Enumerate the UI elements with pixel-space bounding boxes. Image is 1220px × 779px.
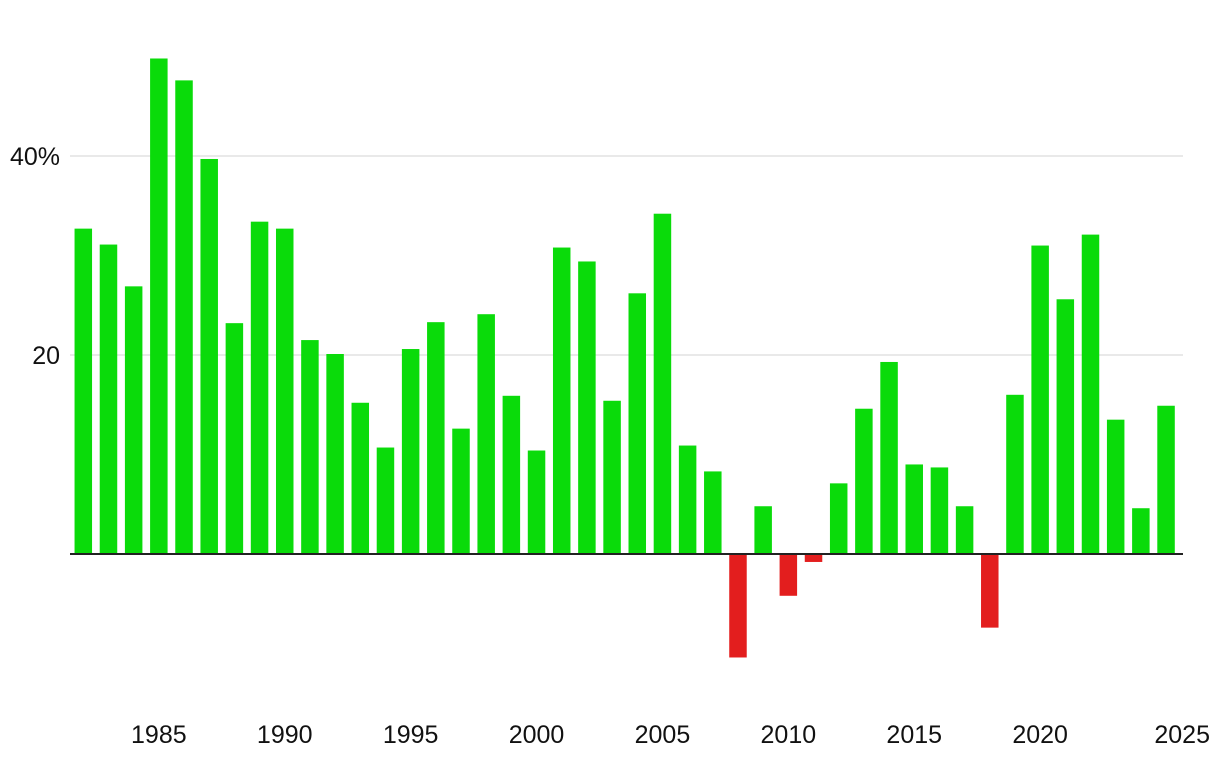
y-tick-label: 20 (32, 342, 60, 370)
bar-1997 (452, 428, 470, 554)
x-tick-label: 2015 (886, 721, 942, 749)
x-tick-label: 2025 (1154, 721, 1210, 749)
bar-2002 (578, 261, 596, 554)
bar-1986 (175, 80, 193, 554)
x-tick-label: 1995 (383, 721, 439, 749)
bar-2023 (1106, 419, 1125, 554)
x-axis-labels: 1985 1990 1995 2000 2005 2010 2015 2020 2025 (131, 721, 1210, 749)
x-tick-label: 2000 (509, 721, 565, 749)
bar-2012 (829, 483, 848, 554)
bar-1988 (225, 323, 244, 554)
bar-2021 (1056, 299, 1075, 554)
bar-2000 (527, 450, 546, 554)
bar-2006 (678, 445, 697, 554)
bar-2018 (981, 554, 999, 628)
bar-2008 (729, 554, 747, 658)
bar-1987 (200, 158, 218, 555)
bar-2010 (779, 554, 798, 596)
bar-2004 (628, 293, 647, 554)
bar-2013 (855, 408, 873, 554)
bar-2022 (1081, 234, 1100, 555)
bar-2014 (880, 361, 898, 554)
x-tick-label: 2010 (761, 721, 817, 749)
bar-2007 (704, 471, 722, 554)
bar-1982 (74, 228, 93, 554)
bar-2011 (804, 554, 823, 562)
bar-2009 (754, 506, 772, 554)
y-axis-labels: 40% 20 (10, 143, 60, 370)
bar-2001 (552, 247, 571, 555)
bar-1995 (401, 349, 420, 554)
bar-2019 (1006, 394, 1024, 554)
bar-1994 (376, 447, 395, 554)
bar-1993 (351, 402, 370, 554)
bar-1989 (250, 221, 269, 555)
bar-1996 (427, 322, 445, 554)
x-tick-label: 2020 (1012, 721, 1068, 749)
bar-2005 (653, 213, 672, 554)
y-tick-label: 40% (10, 143, 60, 171)
bars (74, 58, 1175, 658)
bar-2017 (955, 506, 974, 554)
bar-1983 (99, 244, 118, 554)
bar-2003 (603, 400, 621, 554)
bar-2016 (930, 467, 949, 554)
bar-2024 (1132, 508, 1150, 554)
bar-1985 (150, 58, 168, 555)
bar-1999 (502, 395, 521, 554)
bar-1990 (275, 228, 294, 554)
bar-2015 (905, 464, 923, 554)
bar-1998 (477, 314, 495, 554)
x-tick-label: 1985 (131, 721, 187, 749)
x-tick-label: 2005 (635, 721, 691, 749)
bar-2020 (1031, 245, 1049, 555)
bar-2025 (1157, 405, 1175, 554)
bar-1984 (124, 286, 143, 554)
bar-1992 (326, 354, 344, 554)
bar-1991 (301, 340, 319, 554)
x-tick-label: 1990 (257, 721, 313, 749)
